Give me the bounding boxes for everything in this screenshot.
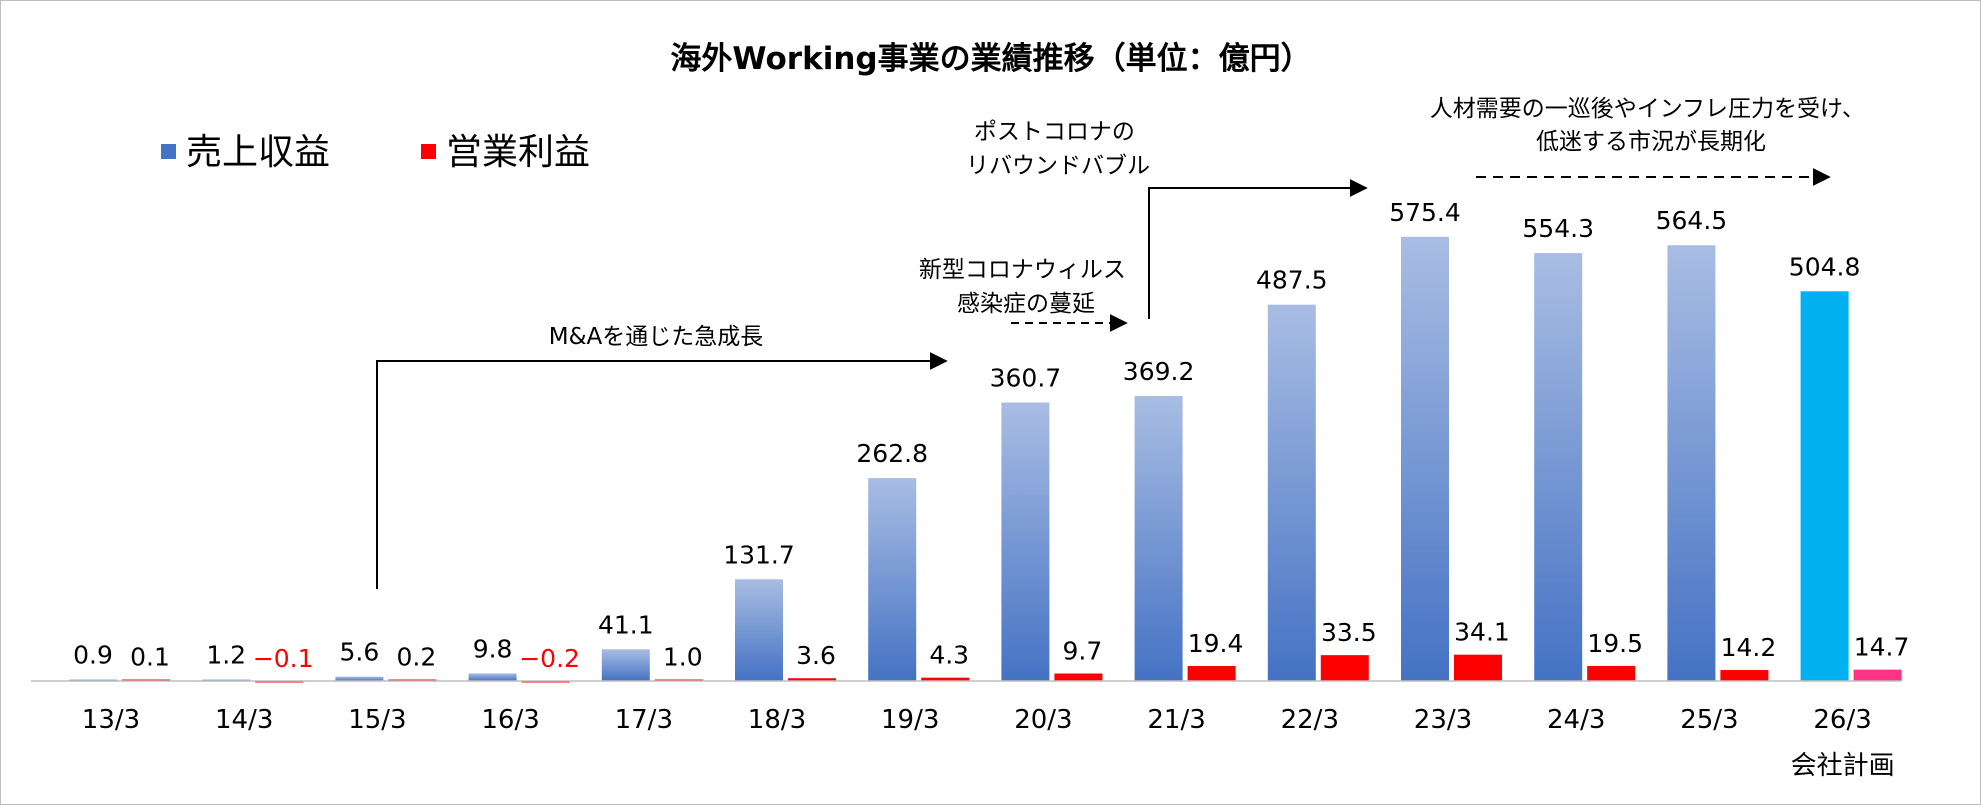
operating-profit-value-label: 14.2 bbox=[1721, 633, 1777, 662]
annotation-post-corona-line1: ポストコロナの bbox=[974, 119, 1135, 145]
revenue-value-label: 564.5 bbox=[1656, 206, 1728, 235]
revenue-bar bbox=[601, 649, 650, 681]
operating-profit-value-label: 9.7 bbox=[1063, 637, 1103, 666]
revenue-value-label: 360.7 bbox=[990, 364, 1062, 393]
x-tick-label: 23/3 bbox=[1414, 705, 1472, 735]
x-tick-label: 19/3 bbox=[881, 705, 939, 735]
operating-profit-value-label: 3.6 bbox=[796, 641, 836, 670]
revenue-value-label: 1.2 bbox=[206, 641, 246, 670]
x-tick-label: 22/3 bbox=[1281, 705, 1339, 735]
operating-profit-bar bbox=[1454, 654, 1502, 681]
operating-profit-bar bbox=[1853, 669, 1902, 681]
annotation-slump-line1: 人材需要の一巡後やインフレ圧力を受け、 bbox=[1430, 96, 1865, 122]
revenue-value-label: 554.3 bbox=[1522, 214, 1594, 243]
revenue-bar bbox=[868, 478, 917, 681]
revenue-bar bbox=[1800, 291, 1849, 681]
operating-profit-value-label: 19.5 bbox=[1587, 629, 1643, 658]
legend-label-revenue: 売上収益 bbox=[186, 132, 330, 173]
revenue-bar bbox=[468, 673, 517, 681]
x-tick-label: 14/3 bbox=[215, 705, 273, 735]
revenue-value-label: 487.5 bbox=[1256, 266, 1328, 295]
operating-profit-value-label: 4.3 bbox=[929, 641, 969, 670]
data-labels: 0.9 0.1 1.2 −0.1 5.6 0.2 9.8 −0.2 41.1 1.0 131.7 3.… bbox=[73, 198, 1909, 673]
operating-profit-value-label: 0.2 bbox=[397, 643, 437, 672]
operating-profit-bar bbox=[1054, 673, 1103, 681]
revenue-value-label: 504.8 bbox=[1789, 252, 1861, 281]
x-tick-label: 13/3 bbox=[82, 705, 140, 735]
revenue-value-label: 5.6 bbox=[340, 638, 380, 667]
operating-profit-bar bbox=[1720, 670, 1769, 681]
operating-profit-bar bbox=[921, 677, 970, 681]
revenue-bar bbox=[1134, 395, 1183, 681]
annotation-covid-line1: 新型コロナウィルス bbox=[919, 257, 1126, 283]
legend-label-operating-profit: 営業利益 bbox=[446, 132, 590, 173]
legend-swatch-revenue bbox=[161, 144, 176, 159]
operating-profit-value-label: 19.4 bbox=[1188, 629, 1244, 658]
annotation-slump-line2: 低迷する市況が長期化 bbox=[1536, 129, 1766, 155]
operating-profit-bar bbox=[1587, 665, 1636, 681]
revenue-value-label: 9.8 bbox=[473, 634, 513, 663]
operating-profit-value-label: 34.1 bbox=[1454, 618, 1510, 647]
operating-profit-bar bbox=[1320, 655, 1369, 681]
arrow-post-corona bbox=[1148, 179, 1368, 319]
revenue-bar bbox=[1534, 253, 1583, 682]
operating-profit-value-label: 33.5 bbox=[1321, 618, 1377, 647]
annotation-ma-growth-line: M&Aを通じた急成長 bbox=[549, 324, 764, 350]
revenue-value-label: 369.2 bbox=[1123, 357, 1195, 386]
operating-profit-value-label: 1.0 bbox=[663, 643, 703, 672]
x-tick-label: 25/3 bbox=[1680, 705, 1738, 735]
annotation-covid-line2: 感染症の蔓延 bbox=[957, 291, 1095, 317]
legend: 売上収益 営業利益 bbox=[161, 132, 590, 173]
annotation-post-corona-line2: リバウンドバブル bbox=[966, 153, 1150, 179]
annotation-slump: 人材需要の一巡後やインフレ圧力を受け、 低迷する市況が長期化 bbox=[1430, 96, 1872, 155]
revenue-bar bbox=[1667, 245, 1716, 681]
annotations: M&Aを通じた急成長 新型コロナウィルス 感染症の蔓延 ポストコロナの リバウン… bbox=[376, 96, 1872, 589]
annotation-post-corona: ポストコロナの リバウンドバブル bbox=[966, 119, 1150, 179]
revenue-value-label: 131.7 bbox=[723, 540, 795, 569]
annotation-covid: 新型コロナウィルス 感染症の蔓延 bbox=[919, 257, 1133, 317]
x-axis-ticks: 13/3 14/3 15/3 16/3 17/3 18/3 19/3 20/3 21/3 22/3… bbox=[82, 705, 1895, 781]
x-tick-label: 18/3 bbox=[748, 705, 806, 735]
legend-swatch-operating-profit bbox=[421, 144, 436, 159]
chart-title: 海外Working事業の業績推移（単位：億円） bbox=[670, 41, 1311, 77]
revenue-bar bbox=[1401, 236, 1449, 681]
annotation-ma-growth: M&Aを通じた急成長 bbox=[549, 324, 764, 350]
x-tick-label: 16/3 bbox=[481, 705, 539, 735]
x-tick-label: 15/3 bbox=[348, 705, 406, 735]
operating-profit-value-label: 14.7 bbox=[1854, 633, 1910, 662]
operating-profit-bar bbox=[1187, 666, 1236, 681]
operating-profit-value-label: −0.2 bbox=[519, 644, 580, 673]
revenue-value-label: 41.1 bbox=[598, 610, 654, 639]
revenue-bar bbox=[1267, 304, 1316, 681]
bars bbox=[69, 236, 1902, 683]
revenue-bar bbox=[335, 676, 384, 681]
operating-profit-value-label: −0.1 bbox=[253, 644, 314, 673]
x-tick-label: 26/3 bbox=[1813, 705, 1871, 735]
revenue-bar bbox=[1001, 402, 1050, 681]
x-tick-label: 20/3 bbox=[1014, 705, 1072, 735]
arrow-ma-growth bbox=[376, 352, 948, 589]
x-tick-label: 17/3 bbox=[615, 705, 673, 735]
revenue-value-label: 0.9 bbox=[73, 641, 113, 670]
x-tick-label: 21/3 bbox=[1147, 705, 1205, 735]
revenue-value-label: 262.8 bbox=[856, 439, 928, 468]
revenue-bar bbox=[735, 579, 783, 681]
x-tick-label: 24/3 bbox=[1547, 705, 1605, 735]
operating-profit-bar bbox=[788, 678, 836, 681]
revenue-value-label: 575.4 bbox=[1389, 198, 1461, 227]
operating-profit-value-label: 0.1 bbox=[130, 643, 170, 672]
x-tick-sublabel: 会社計画 bbox=[1791, 751, 1895, 781]
